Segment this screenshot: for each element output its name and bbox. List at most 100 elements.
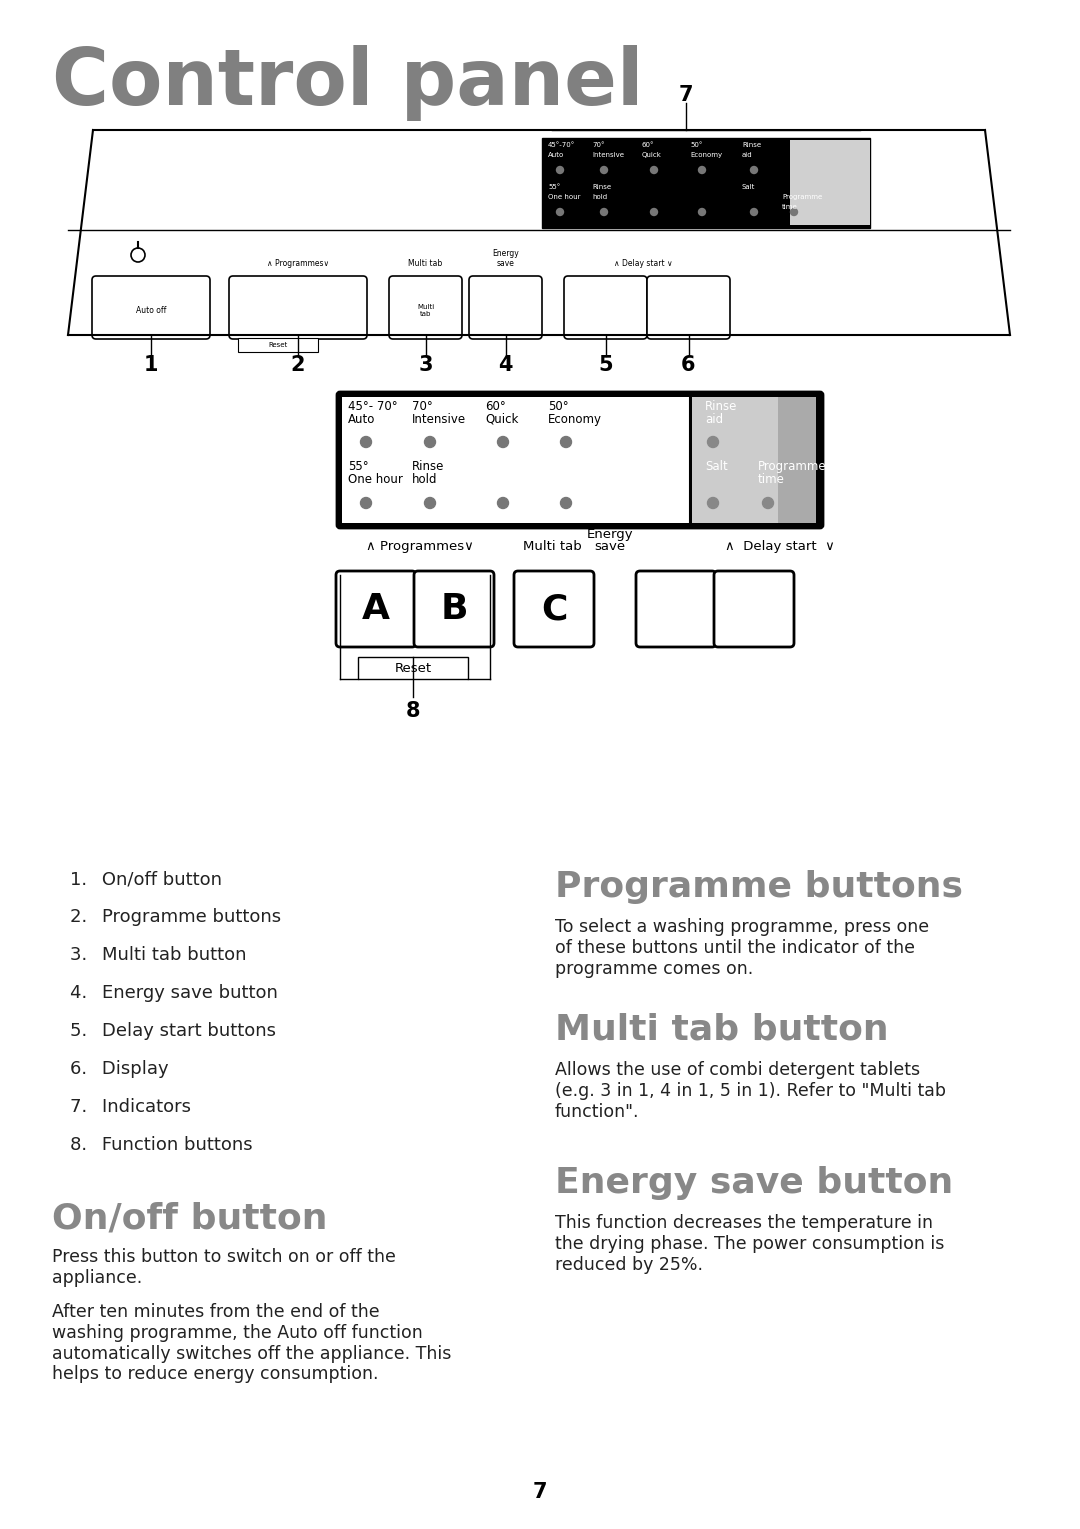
- Text: Quick: Quick: [642, 151, 662, 157]
- Text: 5.  Delay start buttons: 5. Delay start buttons: [70, 1021, 276, 1040]
- Text: 4.  Energy save button: 4. Energy save button: [70, 985, 278, 1001]
- Text: 6.  Display: 6. Display: [70, 1060, 168, 1078]
- Text: After ten minutes from the end of the
washing programme, the Auto off function
a: After ten minutes from the end of the wa…: [52, 1303, 451, 1384]
- Text: One hour: One hour: [548, 194, 581, 200]
- Circle shape: [361, 436, 372, 448]
- Text: 7: 7: [678, 86, 693, 106]
- Text: 45°-70°: 45°-70°: [548, 142, 576, 148]
- Text: Multi
tab: Multi tab: [417, 304, 434, 317]
- Circle shape: [600, 167, 607, 173]
- FancyBboxPatch shape: [229, 277, 367, 339]
- Text: Intensive: Intensive: [411, 413, 467, 427]
- Text: Salt: Salt: [705, 460, 728, 472]
- Text: 5: 5: [598, 355, 612, 375]
- Text: One hour: One hour: [348, 472, 403, 486]
- FancyBboxPatch shape: [636, 570, 716, 647]
- Bar: [238, 338, 318, 352]
- Text: 7: 7: [532, 1482, 548, 1501]
- Text: To select a washing programme, press one
of these buttons until the indicator of: To select a washing programme, press one…: [555, 917, 929, 977]
- Bar: [789, 141, 870, 225]
- Text: Auto off: Auto off: [136, 306, 166, 315]
- Bar: [778, 398, 816, 523]
- FancyBboxPatch shape: [389, 277, 462, 339]
- Text: time: time: [782, 203, 798, 209]
- Text: On/off button: On/off button: [52, 1202, 327, 1235]
- Text: ∧  Delay start  ∨: ∧ Delay start ∨: [725, 540, 835, 553]
- Text: C: C: [541, 592, 567, 625]
- Text: Rinse: Rinse: [705, 401, 738, 413]
- Text: Multi tab: Multi tab: [408, 258, 443, 268]
- FancyBboxPatch shape: [514, 570, 594, 647]
- Text: 45°- 70°: 45°- 70°: [348, 401, 397, 413]
- FancyBboxPatch shape: [337, 391, 823, 528]
- Text: Rinse: Rinse: [592, 183, 611, 190]
- Text: Reset: Reset: [394, 662, 432, 674]
- Text: save: save: [594, 540, 625, 553]
- FancyBboxPatch shape: [92, 277, 210, 339]
- FancyBboxPatch shape: [647, 277, 730, 339]
- Circle shape: [556, 167, 564, 173]
- Text: 50°: 50°: [690, 142, 702, 148]
- Text: ∧ Programmes∨: ∧ Programmes∨: [267, 258, 329, 268]
- Text: A: A: [362, 592, 390, 625]
- Text: 55°: 55°: [348, 460, 368, 472]
- Text: Energy save button: Energy save button: [555, 1167, 954, 1200]
- Text: Reset: Reset: [268, 342, 287, 349]
- Circle shape: [699, 167, 705, 173]
- FancyBboxPatch shape: [564, 277, 647, 339]
- Circle shape: [707, 436, 718, 448]
- Bar: [692, 398, 778, 523]
- Circle shape: [361, 497, 372, 509]
- Circle shape: [751, 167, 757, 173]
- FancyBboxPatch shape: [414, 570, 494, 647]
- Circle shape: [650, 167, 658, 173]
- Circle shape: [791, 208, 797, 216]
- Circle shape: [556, 208, 564, 216]
- Text: save: save: [497, 258, 514, 268]
- Text: Energy: Energy: [492, 249, 518, 258]
- Bar: [542, 138, 870, 228]
- Text: 7.  Indicators: 7. Indicators: [70, 1098, 191, 1116]
- Text: 50°: 50°: [548, 401, 569, 413]
- Text: 4: 4: [498, 355, 513, 375]
- Text: Programme: Programme: [758, 460, 826, 472]
- Circle shape: [498, 436, 509, 448]
- Circle shape: [751, 208, 757, 216]
- Text: Rinse: Rinse: [742, 142, 761, 148]
- Circle shape: [498, 497, 509, 509]
- Circle shape: [650, 208, 658, 216]
- Text: 3: 3: [418, 355, 433, 375]
- Text: Multi tab button: Multi tab button: [555, 1014, 889, 1047]
- Text: 2.  Programme buttons: 2. Programme buttons: [70, 908, 281, 927]
- Text: Control panel: Control panel: [52, 44, 644, 121]
- FancyBboxPatch shape: [336, 570, 416, 647]
- Text: Rinse: Rinse: [411, 460, 444, 472]
- Circle shape: [600, 208, 607, 216]
- Text: 6: 6: [681, 355, 696, 375]
- Text: 2: 2: [291, 355, 306, 375]
- Circle shape: [707, 497, 718, 509]
- Bar: [342, 398, 690, 523]
- Text: Auto: Auto: [548, 151, 564, 157]
- Text: ∧ Programmes∨: ∧ Programmes∨: [366, 540, 474, 553]
- FancyBboxPatch shape: [714, 570, 794, 647]
- Text: 8.  Function buttons: 8. Function buttons: [70, 1136, 253, 1154]
- Text: hold: hold: [592, 194, 607, 200]
- Text: B: B: [441, 592, 468, 625]
- Text: Energy: Energy: [586, 528, 633, 541]
- Circle shape: [699, 208, 705, 216]
- Text: 60°: 60°: [485, 401, 505, 413]
- Circle shape: [424, 436, 435, 448]
- Text: aid: aid: [742, 151, 753, 157]
- Circle shape: [762, 497, 773, 509]
- Text: 70°: 70°: [411, 401, 433, 413]
- Text: time: time: [758, 472, 785, 486]
- Text: Auto: Auto: [348, 413, 376, 427]
- Text: 8: 8: [406, 700, 420, 722]
- Text: Programme buttons: Programme buttons: [555, 870, 963, 904]
- Text: 3.  Multi tab button: 3. Multi tab button: [70, 946, 246, 963]
- Circle shape: [561, 497, 571, 509]
- Text: 55°: 55°: [548, 183, 561, 190]
- Text: 60°: 60°: [642, 142, 654, 148]
- Text: Intensive: Intensive: [592, 151, 624, 157]
